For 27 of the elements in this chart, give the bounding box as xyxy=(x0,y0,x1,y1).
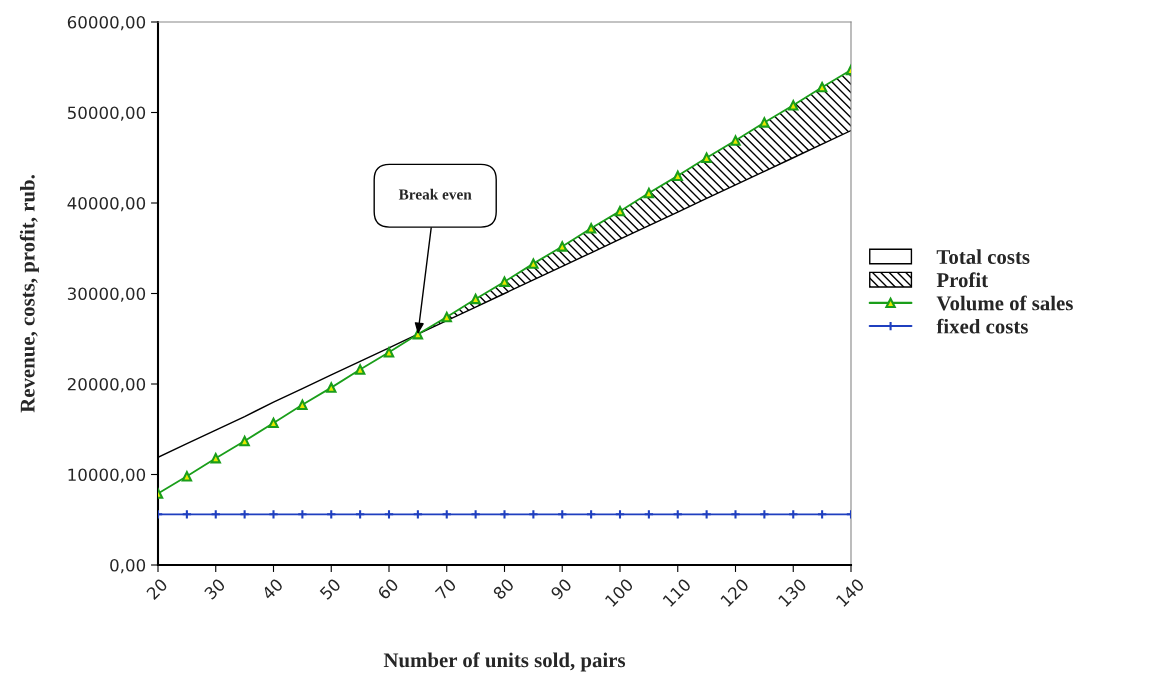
x-tick-label: 70 xyxy=(434,577,457,600)
x-tick-label: 90 xyxy=(550,577,573,601)
x-axis-title: Number of units sold, pairs xyxy=(383,652,626,672)
y-tick-label: 30000,00 xyxy=(67,287,146,302)
y-axis-title: Revenue, costs, profit, rub. xyxy=(19,175,39,413)
legend-label: Profit xyxy=(936,272,989,288)
x-tick-label: 110 xyxy=(662,577,692,608)
legend-label: Total costs xyxy=(936,249,1030,264)
x-tick-label: 50 xyxy=(319,577,342,601)
x-tick-label: 40 xyxy=(261,577,284,601)
x-tick-label: 120 xyxy=(720,577,750,608)
x-tick-label: 140 xyxy=(835,577,865,608)
x-tick-label: 30 xyxy=(203,577,226,601)
x-tick-label: 60 xyxy=(376,577,400,601)
x-tick-label: 20 xyxy=(145,577,169,601)
y-tick-label: 20000,00 xyxy=(67,377,146,393)
y-tick-label: 10000,00 xyxy=(68,468,146,483)
x-tick-label: 80 xyxy=(492,577,515,601)
y-tick-label: 0,00 xyxy=(110,558,146,574)
legend-label: fixed costs xyxy=(936,318,1028,334)
y-tick-label: 50000,00 xyxy=(67,106,146,121)
y-tick-label: 60000,00 xyxy=(67,15,146,31)
legend-label: Volume of sales xyxy=(936,295,1073,311)
x-tick-label: 100 xyxy=(604,577,634,608)
x-tick-label: 130 xyxy=(777,577,808,608)
annotation: Break even xyxy=(398,188,472,200)
y-tick-label: 40000,00 xyxy=(67,196,146,212)
